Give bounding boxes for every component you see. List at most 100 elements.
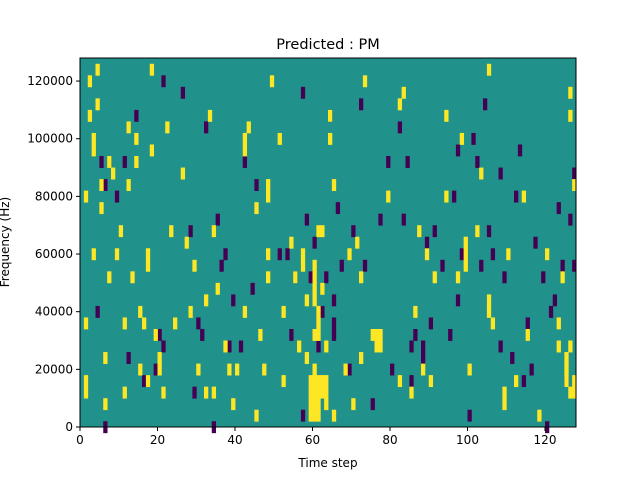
heatmap-cell-positive [184, 236, 189, 249]
heatmap-cell-positive [223, 340, 228, 353]
heatmap-cell-positive [111, 167, 116, 180]
heatmap-cell-positive [343, 363, 348, 376]
heatmap-cell-positive [204, 294, 209, 307]
heatmap-cell-positive [126, 179, 131, 192]
heatmap-cell-positive [324, 340, 329, 353]
heatmap-cell-negative [448, 328, 453, 341]
heatmap-cell-positive [254, 409, 259, 422]
heatmap-cell-positive [258, 328, 263, 341]
heatmap-cell-negative [351, 225, 356, 238]
heatmap-cell-negative [479, 259, 484, 272]
heatmap-cell-positive [242, 305, 248, 318]
heatmap-cell-negative [421, 340, 426, 353]
heatmap-cell-positive [169, 225, 174, 238]
heatmap-cell-positive [308, 386, 313, 399]
heatmap-cell-positive [107, 156, 112, 168]
heatmap-cell-positive [281, 305, 286, 318]
heatmap-cell-positive [486, 294, 492, 307]
heatmap-cell-positive [328, 109, 333, 122]
heatmap-cell-negative [421, 352, 426, 364]
heatmap-cell-positive [281, 375, 286, 388]
heatmap-cell-positive [196, 363, 201, 376]
heatmap-cell-negative [289, 328, 294, 341]
heatmap-cell-negative [347, 363, 352, 376]
heatmap-cell-negative [572, 167, 577, 180]
heatmap-cell-positive [246, 121, 251, 134]
heatmap-cell-negative [486, 225, 492, 238]
heatmap-cell-positive [568, 386, 573, 399]
y-axis-ticks: 0 20000 40000 60000 80000 100000 120000 [27, 74, 80, 434]
heatmap-cell-negative [409, 340, 414, 353]
heatmap-cell-positive [486, 63, 492, 76]
heatmap-cell-positive [231, 398, 236, 411]
heatmap-cell-negative [161, 340, 166, 353]
y-tick-label: 60000 [35, 247, 73, 261]
heatmap-cell-negative [277, 248, 282, 261]
heatmap-cell-positive [312, 271, 317, 284]
heatmap-cell-positive [308, 398, 313, 411]
heatmap-cell-positive [397, 98, 403, 111]
heatmap-cell-positive [293, 271, 298, 284]
heatmap-cell-positive [188, 305, 193, 318]
heatmap-cell-negative [223, 248, 228, 261]
heatmap-cell-positive [207, 109, 213, 122]
heatmap-cell-positive [316, 375, 321, 388]
heatmap-cell-negative [424, 236, 430, 249]
heatmap-cell-positive [165, 121, 170, 134]
heatmap-cell-positive [564, 375, 569, 388]
heatmap-cell-positive [355, 236, 360, 249]
heatmap-cell-positive [401, 86, 406, 99]
heatmap-cell-negative [556, 202, 561, 215]
heatmap-cell-positive [320, 225, 325, 238]
heatmap-cell-negative [514, 190, 519, 203]
heatmap-cell-positive [114, 248, 120, 261]
heatmap-cell-positive [455, 271, 461, 284]
heatmap-cell-positive [145, 375, 151, 388]
heatmap-cell-negative [231, 294, 236, 307]
heatmap-cell-negative [215, 213, 220, 226]
heatmap-cell-negative [126, 352, 131, 364]
heatmap-cell-positive [83, 317, 89, 330]
heatmap-cell-positive [173, 317, 178, 330]
heatmap-cell-positive [107, 271, 112, 284]
heatmap-cell-positive [537, 409, 542, 422]
heatmap-cell-positive [568, 86, 573, 99]
heatmap-cell-positive [91, 248, 96, 261]
heatmap-cell-positive [297, 340, 302, 353]
heatmap-cell-positive [316, 225, 321, 238]
heatmap-cell-positive [157, 363, 162, 376]
heatmap-cell-positive [91, 132, 96, 145]
heatmap-cell-negative [122, 156, 127, 168]
heatmap-cell-negative [455, 294, 461, 307]
heatmap-cell-positive [316, 317, 321, 330]
heatmap-cell-positive [564, 363, 569, 376]
heatmap-cell-positive [572, 179, 577, 192]
heatmap-cell-positive [145, 259, 151, 272]
heatmap-cell-positive [300, 248, 306, 261]
heatmap-cell-positive [463, 236, 468, 249]
heatmap-cell-positive [428, 375, 434, 388]
heatmap-cell-positive [312, 259, 317, 272]
heatmap-cell-positive [312, 375, 317, 388]
heatmap-cell-positive [149, 144, 155, 157]
heatmap-cell-positive [266, 179, 271, 192]
heatmap-cell-negative [386, 156, 391, 168]
heatmap-cell-positive [370, 328, 375, 341]
heatmap-cell-positive [568, 340, 573, 353]
heatmap-cell-negative [324, 271, 329, 284]
heatmap-cell-positive [316, 328, 321, 341]
heatmap-cell-negative [541, 271, 546, 284]
heatmap-cell-positive [87, 109, 93, 122]
heatmap-cell-negative [331, 328, 337, 341]
heatmap-cell-negative [533, 236, 538, 249]
heatmap-cell-negative [529, 363, 534, 376]
heatmap-cell-positive [254, 202, 259, 215]
heatmap-cell-negative [370, 398, 375, 411]
heatmap-cell-positive [242, 144, 248, 157]
heatmap-cell-positive [568, 109, 573, 122]
heatmap-cell-positive [502, 398, 507, 411]
heatmap-cell-negative [339, 259, 344, 272]
heatmap-cell-negative [517, 144, 523, 157]
heatmap-cell-negative [114, 190, 120, 203]
